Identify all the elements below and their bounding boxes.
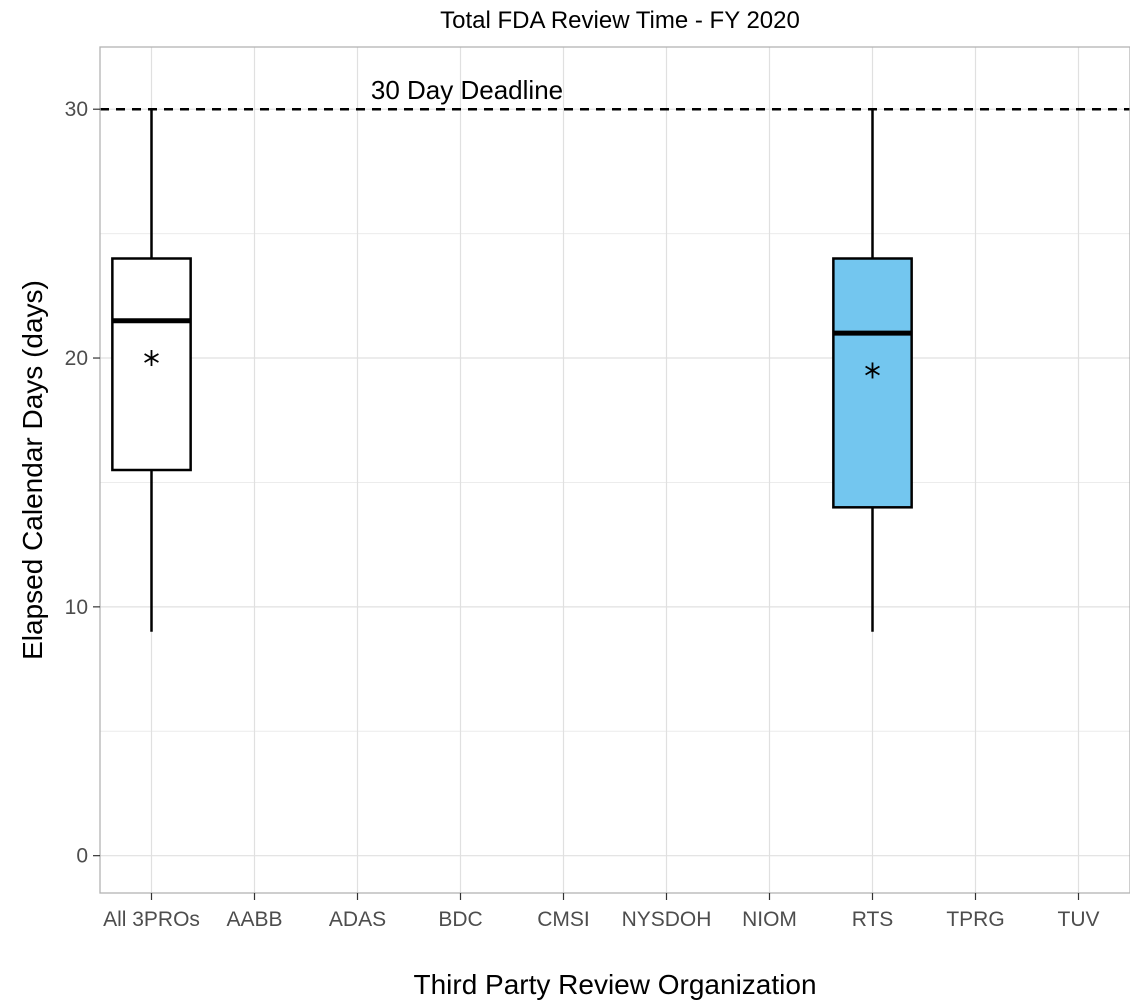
mean-marker — [865, 362, 880, 379]
x-tick-label: BDC — [438, 908, 482, 931]
y-tick-label: 20 — [65, 347, 88, 370]
x-tick-layer: All 3PROs AABB ADAS BDC CMSI NYSDOH NIOM RTS TPR… — [103, 893, 1100, 931]
x-tick-label: NYSDOH — [622, 908, 712, 931]
y-tick-label: 0 — [76, 845, 88, 868]
x-tick-label: ADAS — [329, 908, 386, 931]
grid-layer — [100, 47, 1130, 893]
box-iqr — [832, 257, 913, 509]
y-tick-layer: 0 10 20 30 — [65, 98, 100, 868]
mean-marker — [144, 350, 159, 367]
x-tick-label: TPRG — [946, 908, 1004, 931]
reference-line-layer: 30 Day Deadline — [100, 75, 1130, 111]
x-tick-label: TUV — [1058, 908, 1100, 931]
box-group — [832, 109, 913, 632]
box-group — [111, 109, 192, 632]
x-axis-label: Third Party Review Organization — [413, 969, 816, 1000]
x-tick-label: AABB — [226, 908, 282, 931]
x-tick-label: RTS — [852, 908, 894, 931]
mean-marker-stroke — [144, 353, 159, 363]
x-tick-label: All 3PROs — [103, 908, 200, 931]
x-tick-label: NIOM — [742, 908, 797, 931]
plot-panel-border — [99, 46, 1130, 894]
mean-marker-stroke — [865, 365, 880, 376]
box-layer — [111, 109, 913, 632]
x-tick-label: CMSI — [537, 908, 590, 931]
y-tick-label: 30 — [65, 98, 88, 121]
y-axis-label: Elapsed Calendar Days (days) — [17, 280, 48, 660]
y-tick-label: 10 — [65, 596, 88, 619]
chart-title: Total FDA Review Time - FY 2020 — [440, 7, 800, 34]
deadline-label: 30 Day Deadline — [371, 75, 563, 105]
